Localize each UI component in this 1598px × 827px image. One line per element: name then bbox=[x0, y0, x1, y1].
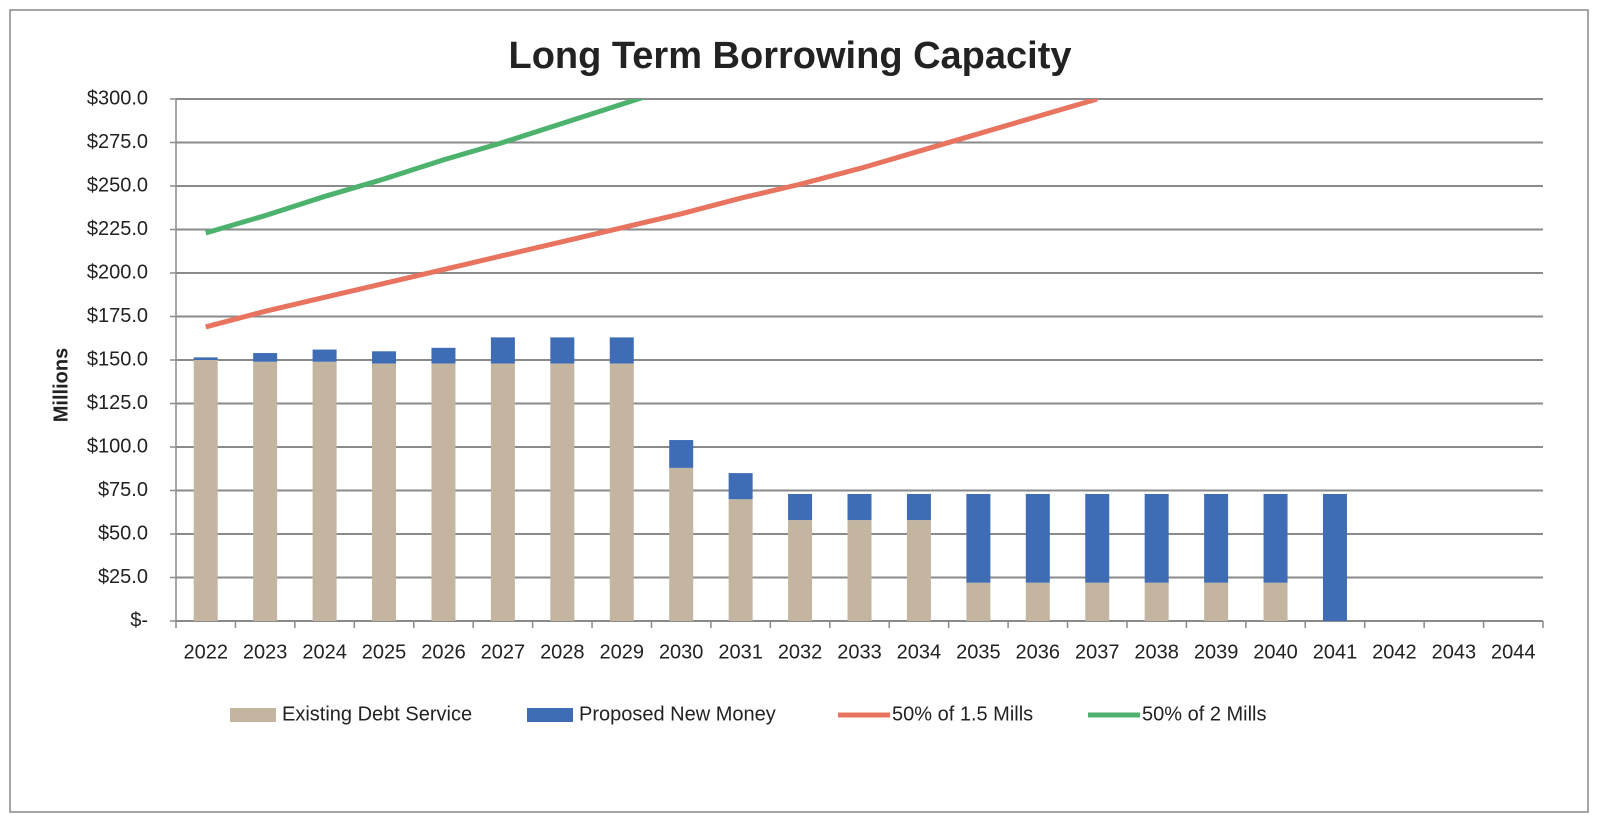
bar-segment bbox=[1263, 493, 1288, 583]
bar-segment bbox=[253, 353, 278, 362]
bar-segment bbox=[1322, 493, 1347, 621]
bar-segment bbox=[788, 520, 813, 621]
x-tick-label: 2034 bbox=[897, 641, 942, 663]
y-axis-label: Millions bbox=[50, 348, 72, 422]
bar-segment bbox=[966, 493, 991, 583]
x-tick-label: 2032 bbox=[778, 641, 823, 663]
x-tick-label: 2033 bbox=[837, 641, 882, 663]
x-tick-label: 2022 bbox=[183, 641, 228, 663]
legend-label: Existing Debt Service bbox=[282, 703, 472, 725]
y-tick-label: $300.0 bbox=[87, 87, 148, 109]
y-tick-label: $175.0 bbox=[87, 305, 148, 327]
bar-segment bbox=[906, 493, 931, 521]
bar-segment bbox=[550, 337, 575, 364]
y-tick-label: $100.0 bbox=[87, 435, 148, 457]
bar-segment bbox=[669, 467, 694, 621]
y-tick-label: $275.0 bbox=[87, 131, 148, 153]
bar-segment bbox=[253, 361, 278, 621]
bar-segment bbox=[490, 337, 515, 364]
x-tick-label: 2040 bbox=[1253, 641, 1298, 663]
bar-segment bbox=[728, 473, 753, 500]
bar-segment bbox=[669, 440, 694, 468]
x-tick-label: 2042 bbox=[1372, 641, 1417, 663]
x-tick-label: 2029 bbox=[600, 641, 645, 663]
chart-title: Long Term Borrowing Capacity bbox=[508, 35, 1071, 77]
y-tick-label: $125.0 bbox=[87, 392, 148, 414]
y-tick-label: $225.0 bbox=[87, 218, 148, 240]
x-tick-label: 2035 bbox=[956, 641, 1001, 663]
chart-border bbox=[9, 9, 1589, 813]
x-tick-label: 2025 bbox=[362, 641, 407, 663]
bar-segment bbox=[312, 361, 337, 621]
bar-segment bbox=[431, 347, 456, 364]
bar-segment bbox=[490, 363, 515, 621]
bar-segment bbox=[728, 499, 753, 621]
bar-segment bbox=[1263, 582, 1288, 621]
x-tick-label: 2023 bbox=[243, 641, 288, 663]
bar-segment bbox=[193, 357, 218, 360]
bar-segment bbox=[312, 349, 337, 362]
bar-segment bbox=[1204, 493, 1229, 583]
x-tick-label: 2038 bbox=[1134, 641, 1179, 663]
bar-segment bbox=[906, 520, 931, 621]
bar-segment bbox=[1085, 493, 1110, 583]
x-tick-label: 2041 bbox=[1313, 641, 1358, 663]
x-tick-label: 2030 bbox=[659, 641, 704, 663]
legend-label: Proposed New Money bbox=[579, 703, 776, 725]
legend-label: 50% of 1.5 Mills bbox=[892, 703, 1033, 725]
legend-label: 50% of 2 Mills bbox=[1142, 703, 1267, 725]
bar-segment bbox=[1025, 493, 1050, 583]
line-series bbox=[205, 99, 647, 236]
bar-segment bbox=[372, 351, 397, 364]
x-tick-label: 2024 bbox=[302, 641, 347, 663]
bar-segment bbox=[1025, 582, 1050, 621]
y-tick-label: $- bbox=[130, 609, 148, 631]
legend-swatch bbox=[527, 708, 573, 722]
bar-segment bbox=[550, 363, 575, 621]
bar-segment bbox=[847, 520, 872, 621]
x-tick-label: 2043 bbox=[1432, 641, 1477, 663]
y-tick-label: $200.0 bbox=[87, 261, 148, 283]
x-tick-label: 2028 bbox=[540, 641, 585, 663]
bar-segment bbox=[431, 363, 456, 621]
x-tick-label: 2027 bbox=[481, 641, 526, 663]
bar-segment bbox=[788, 493, 813, 521]
x-tick-label: 2026 bbox=[421, 641, 466, 663]
x-tick-label: 2039 bbox=[1194, 641, 1239, 663]
bar-segment bbox=[1144, 493, 1169, 583]
legend-swatch bbox=[230, 708, 276, 722]
y-tick-label: $150.0 bbox=[87, 348, 148, 370]
line-series bbox=[205, 99, 1098, 330]
bar-segment bbox=[1204, 582, 1229, 621]
bar-segment bbox=[609, 363, 634, 621]
x-tick-label: 2037 bbox=[1075, 641, 1120, 663]
y-tick-label: $250.0 bbox=[87, 174, 148, 196]
y-tick-label: $50.0 bbox=[98, 522, 148, 544]
bar-segment bbox=[1144, 582, 1169, 621]
bar-segment bbox=[966, 582, 991, 621]
y-tick-label: $75.0 bbox=[98, 479, 148, 501]
y-tick-label: $25.0 bbox=[98, 566, 148, 588]
bar-segment bbox=[609, 337, 634, 364]
bar-segment bbox=[193, 360, 218, 621]
x-tick-label: 2044 bbox=[1491, 641, 1536, 663]
x-tick-label: 2036 bbox=[1016, 641, 1061, 663]
bar-segment bbox=[372, 363, 397, 621]
bar-segment bbox=[847, 493, 872, 521]
bar-segment bbox=[1085, 582, 1110, 621]
x-tick-label: 2031 bbox=[718, 641, 763, 663]
